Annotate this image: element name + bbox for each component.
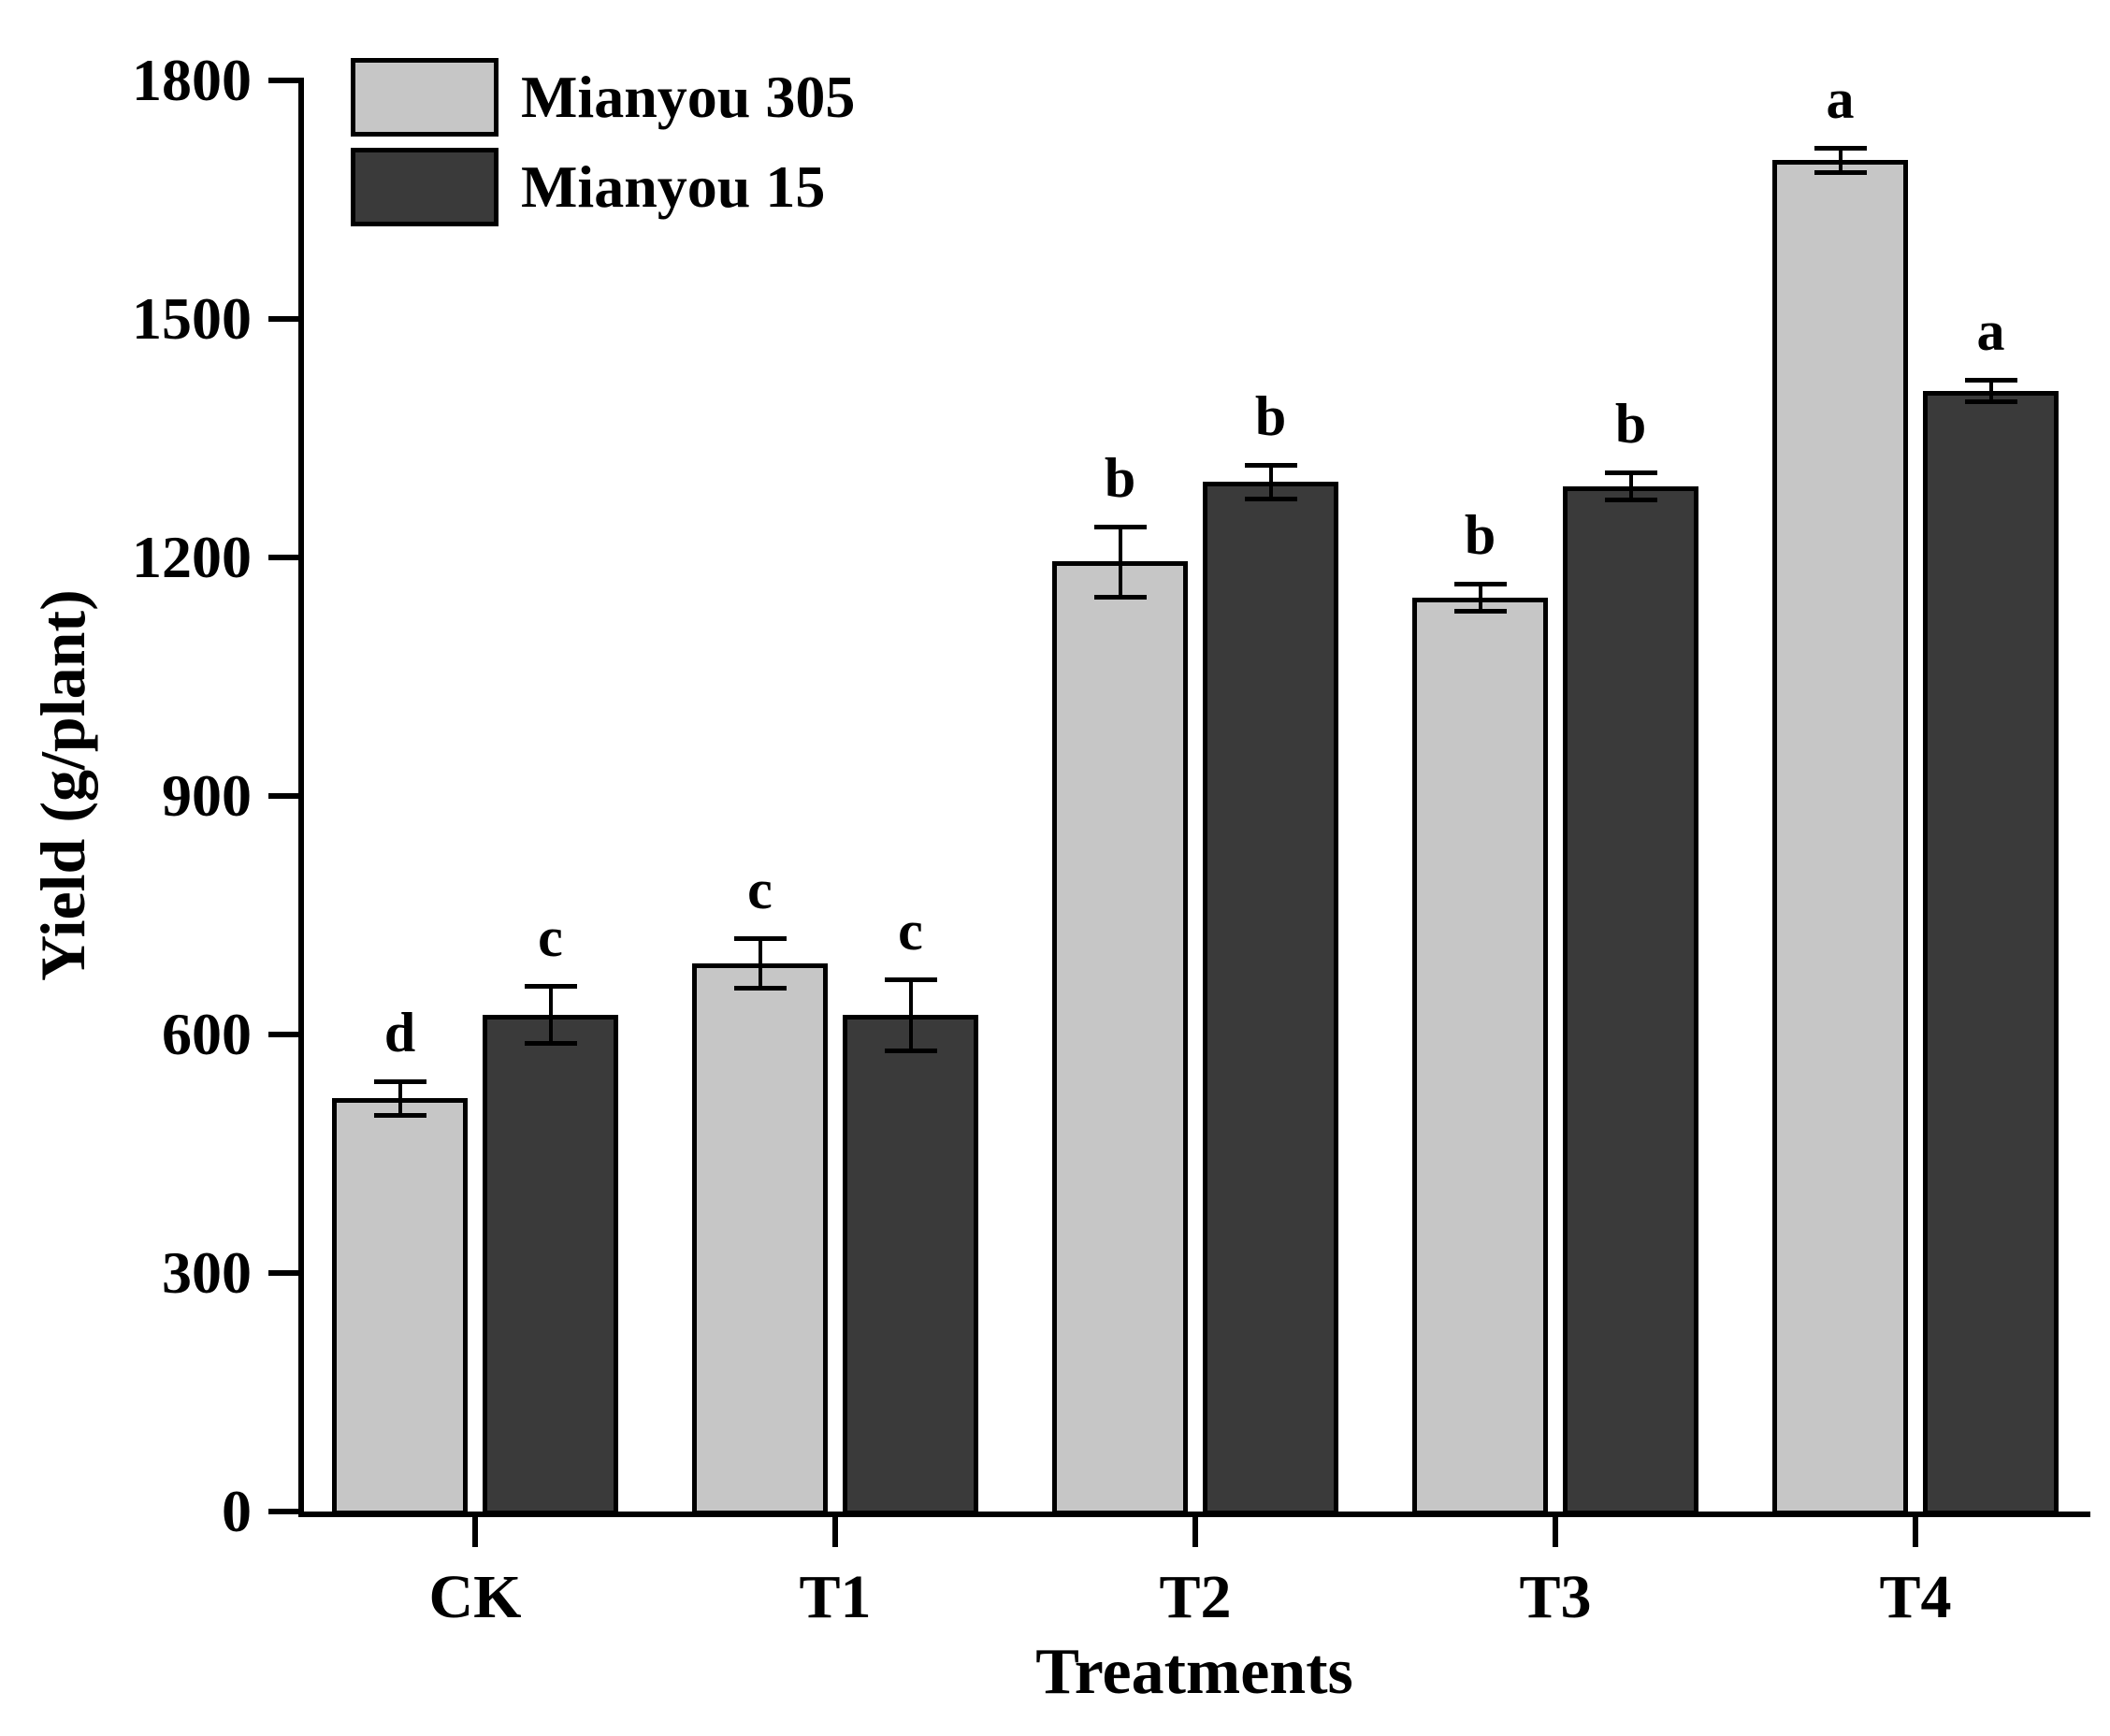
bar-t4-mianyou-305 (1772, 160, 1908, 1515)
significance-letter: d (383, 1002, 416, 1064)
error-bar-cap-bottom (1453, 608, 1507, 614)
error-bar-cap-top (524, 984, 577, 990)
bar-t1-mianyou-15 (843, 1014, 978, 1515)
error-bar-cap-bottom (524, 1041, 577, 1047)
legend-item-mianyou-305: Mianyou 305 (351, 58, 855, 137)
error-bar-line (1118, 526, 1122, 597)
error-bar-cap-top (733, 936, 787, 942)
significance-letter: b (1614, 393, 1647, 456)
error-bar-cap-top (1604, 470, 1657, 476)
y-tick (268, 1270, 298, 1276)
y-tick-label: 0 (222, 1478, 252, 1544)
error-bar-cap-top (884, 976, 937, 982)
y-tick (268, 555, 298, 560)
legend-label-mianyou-15: Mianyou 15 (521, 153, 826, 220)
x-tick (832, 1517, 838, 1547)
x-tick (1192, 1517, 1198, 1547)
error-bar-cap-top (1093, 524, 1147, 529)
bar-t3-mianyou-305 (1412, 597, 1548, 1515)
error-bar-cap-top (1244, 463, 1297, 469)
y-tick-label: 1500 (132, 285, 252, 352)
y-tick (268, 793, 298, 799)
error-bar-line (548, 986, 553, 1044)
significance-letter: c (538, 906, 563, 969)
x-axis-spine (298, 1512, 2090, 1517)
error-bar-cap-bottom (733, 985, 787, 991)
y-tick (268, 1032, 298, 1037)
bar-t2-mianyou-15 (1203, 482, 1338, 1515)
legend-item-mianyou-15: Mianyou 15 (351, 148, 855, 226)
error-bar-cap-bottom (1604, 497, 1657, 502)
x-tick-label: T3 (1519, 1563, 1592, 1631)
y-tick (268, 1509, 298, 1514)
error-bar-cap-top (1814, 146, 1867, 152)
significance-letter: a (1976, 300, 2005, 363)
x-tick-label: T4 (1879, 1563, 1952, 1631)
x-tick (472, 1517, 478, 1547)
bar-t3-mianyou-15 (1563, 485, 1698, 1515)
x-tick (1553, 1517, 1558, 1547)
y-tick-label: 600 (162, 1001, 252, 1067)
significance-letter: c (898, 899, 923, 962)
significance-letter: b (1464, 504, 1496, 567)
bar-ck-mianyou-305 (332, 1098, 468, 1515)
legend-label-mianyou-305: Mianyou 305 (521, 64, 856, 130)
x-tick-label: CK (428, 1563, 522, 1631)
error-bar-line (758, 938, 762, 988)
x-tick-label: T1 (799, 1563, 872, 1631)
y-tick-label: 1800 (132, 47, 252, 113)
x-tick (1913, 1517, 1918, 1547)
bar-t1-mianyou-305 (692, 962, 828, 1515)
error-bar-cap-bottom (1093, 594, 1147, 600)
bar-t2-mianyou-305 (1052, 561, 1188, 1515)
error-bar-line (908, 978, 913, 1050)
y-tick-label: 1200 (132, 524, 252, 590)
error-bar-cap-bottom (1244, 497, 1297, 502)
error-bar-cap-top (373, 1079, 426, 1085)
y-tick-label: 900 (162, 762, 252, 829)
significance-letter: b (1104, 446, 1136, 509)
x-axis-title: Treatments (1035, 1636, 1353, 1708)
y-axis-spine (298, 78, 304, 1517)
bar-t4-mianyou-15 (1923, 390, 2059, 1515)
significance-letter: a (1826, 68, 1855, 131)
legend-swatch-mianyou-15 (351, 148, 499, 226)
error-bar-line (1478, 584, 1482, 611)
error-bar-cap-bottom (1814, 169, 1867, 175)
y-tick-label: 300 (162, 1239, 252, 1306)
y-tick (268, 316, 298, 322)
significance-letter: b (1254, 385, 1287, 448)
error-bar-cap-top (1964, 378, 2017, 383)
legend-swatch-mianyou-305 (351, 58, 499, 137)
error-bar-line (1838, 148, 1843, 172)
error-bar-line (1268, 465, 1273, 499)
legend: Mianyou 305 Mianyou 15 (351, 58, 855, 238)
x-tick-label: T2 (1159, 1563, 1232, 1631)
error-bar-line (397, 1081, 402, 1115)
error-bar-line (1988, 380, 1993, 401)
error-bar-cap-bottom (884, 1049, 937, 1053)
y-tick (268, 78, 298, 83)
error-bar-cap-bottom (1964, 398, 2017, 404)
error-bar-cap-top (1453, 582, 1507, 587)
error-bar-line (1628, 472, 1633, 499)
bar-ck-mianyou-15 (483, 1014, 618, 1515)
error-bar-cap-bottom (373, 1112, 426, 1118)
significance-letter: c (747, 859, 773, 921)
